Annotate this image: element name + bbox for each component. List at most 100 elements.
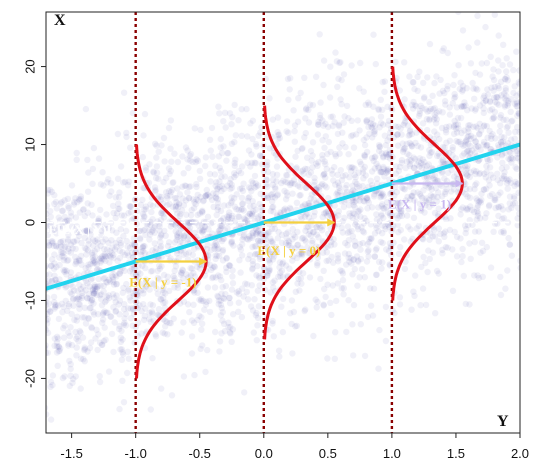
scatter-point xyxy=(452,155,459,162)
scatter-point xyxy=(355,169,362,176)
scatter-point xyxy=(145,227,153,234)
scatter-point xyxy=(359,182,366,190)
scatter-point xyxy=(442,228,449,235)
scatter-point xyxy=(141,226,149,233)
scatter-point xyxy=(172,203,179,210)
scatter-point xyxy=(53,263,60,270)
scatter-point xyxy=(88,249,96,256)
scatter-point xyxy=(394,131,401,139)
scatter-point xyxy=(54,362,61,369)
scatter-point xyxy=(323,249,330,256)
scatter-point xyxy=(115,194,123,201)
scatter-point xyxy=(108,188,115,195)
scatter-point xyxy=(336,182,343,189)
scatter-point xyxy=(93,283,101,291)
scatter-point xyxy=(357,246,364,253)
scatter-point xyxy=(318,182,325,189)
scatter-point xyxy=(334,179,342,186)
annotation-label: E(X | y = 1) xyxy=(388,196,451,211)
scatter-point xyxy=(406,139,413,147)
scatter-point xyxy=(329,170,336,178)
scatter-point xyxy=(46,223,50,230)
scatter-point xyxy=(361,352,369,360)
scatter-point xyxy=(489,131,496,138)
scatter-point xyxy=(460,142,467,149)
scatter-point xyxy=(140,316,148,324)
scatter-point xyxy=(88,324,96,332)
scatter-point xyxy=(528,252,534,258)
scatter-point xyxy=(160,134,168,142)
scatter-point xyxy=(84,188,92,195)
scatter-point xyxy=(180,170,187,177)
scatter-point xyxy=(426,40,434,48)
scatter-point xyxy=(212,182,219,189)
scatter-point xyxy=(40,254,46,260)
scatter-point xyxy=(464,205,472,213)
scatter-point xyxy=(202,192,209,200)
scatter-point xyxy=(255,132,262,139)
scatter-point xyxy=(55,348,62,355)
scatter-point xyxy=(503,55,510,62)
scatter-point xyxy=(504,102,511,109)
scatter-point xyxy=(395,123,402,130)
scatter-point xyxy=(311,181,318,189)
scatter-point xyxy=(231,173,238,181)
scatter-point xyxy=(354,257,362,264)
scatter-point xyxy=(155,148,162,155)
scatter-point xyxy=(209,274,217,281)
scatter-point xyxy=(94,283,102,290)
scatter-point xyxy=(241,389,248,396)
scatter-point xyxy=(149,310,156,317)
scatter-point xyxy=(77,329,84,336)
scatter-point xyxy=(103,211,110,218)
scatter-point xyxy=(72,373,80,380)
scatter-point xyxy=(218,173,225,181)
scatter-point xyxy=(46,300,53,307)
scatter-point xyxy=(228,184,236,192)
scatter-point xyxy=(302,211,310,218)
scatter-point xyxy=(397,207,404,214)
scatter-point xyxy=(207,220,215,227)
scatter-point xyxy=(278,303,285,310)
scatter-point xyxy=(460,102,467,110)
scatter-point xyxy=(327,148,334,156)
scatter-point xyxy=(160,299,167,306)
scatter-point xyxy=(356,183,363,190)
scatter-point xyxy=(146,309,153,316)
scatter-point xyxy=(420,95,428,102)
scatter-point xyxy=(332,329,339,336)
scatter-point xyxy=(56,244,63,251)
scatter-point xyxy=(172,202,180,209)
scatter-point xyxy=(331,163,338,171)
scatter-point xyxy=(148,308,156,315)
scatter-point xyxy=(194,157,202,164)
scatter-point xyxy=(307,232,315,239)
scatter-point xyxy=(334,130,342,138)
scatter-point xyxy=(58,300,66,307)
scatter-point xyxy=(331,241,338,248)
scatter-point xyxy=(377,190,384,197)
scatter-point xyxy=(472,138,479,145)
scatter-point xyxy=(342,143,349,151)
scatter-point xyxy=(156,234,164,241)
scatter-point xyxy=(478,239,486,246)
scatter-point xyxy=(344,229,351,236)
scatter-point xyxy=(513,98,520,105)
scatter-point xyxy=(302,238,310,245)
scatter-point xyxy=(309,102,317,109)
scatter-point xyxy=(46,294,51,301)
x-tick-label: 2.0 xyxy=(511,446,529,461)
scatter-point xyxy=(460,150,468,157)
scatter-point xyxy=(507,108,514,116)
scatter-point xyxy=(147,301,154,308)
scatter-point xyxy=(96,373,103,380)
scatter-point xyxy=(511,135,518,142)
scatter-point xyxy=(80,283,87,290)
scatter-point xyxy=(252,243,260,250)
scatter-point xyxy=(158,232,165,239)
scatter-point xyxy=(46,349,50,357)
scatter-point xyxy=(302,306,309,313)
scatter-point xyxy=(350,352,357,359)
scatter-point xyxy=(464,147,471,154)
scatter-point xyxy=(114,130,122,138)
